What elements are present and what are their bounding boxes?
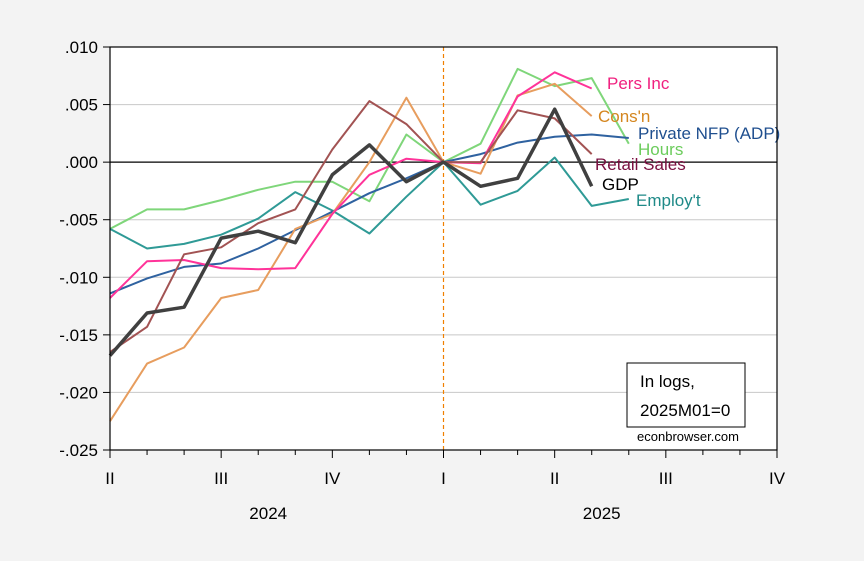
annotation-line-1: In logs, <box>640 372 695 391</box>
x-quarter-label: I <box>441 469 446 488</box>
x-year-label: 2024 <box>249 504 287 523</box>
y-tick-label: -.015 <box>59 326 98 345</box>
series-label: Retail Sales <box>595 155 686 174</box>
x-quarter-label: II <box>105 469 114 488</box>
x-quarter-label: III <box>214 469 228 488</box>
series-line-private-nfp-adp- <box>109 133 629 295</box>
x-quarter-label: IV <box>324 469 341 488</box>
y-tick-label: -.025 <box>59 441 98 460</box>
series-line-gdp <box>108 107 594 357</box>
series-lines <box>108 67 630 422</box>
y-tick-label: .005 <box>65 96 98 115</box>
y-tick-label: -.020 <box>59 383 98 402</box>
series-label: Hours <box>638 140 683 159</box>
x-year-label: 2025 <box>583 504 621 523</box>
plot-frame <box>109 46 778 451</box>
series-label: Pers Inc <box>607 74 670 93</box>
series-label: Private NFP (ADP) <box>638 124 780 143</box>
series-label: Employ't <box>636 191 701 210</box>
x-quarter-label: II <box>550 469 559 488</box>
y-tick-label: .000 <box>65 153 98 172</box>
annotation-box: In logs, 2025M01=0 <box>626 362 746 428</box>
y-tick-label: -.010 <box>59 268 98 287</box>
x-quarter-label: III <box>659 469 673 488</box>
series-label: GDP <box>602 175 639 194</box>
series-line-employ-t <box>109 156 629 250</box>
y-axis: .010 .005 .000 -.005 -.010 -.015 -.020 -.025 <box>59 38 110 460</box>
y-tick-label: -.005 <box>59 211 98 230</box>
watermark: econbrowser.com <box>637 429 739 444</box>
series-labels: Hours Employ't Private NFP (ADP)Cons'n Pers… <box>595 74 780 210</box>
series-label: Cons'n <box>598 107 650 126</box>
y-tick-label: .010 <box>65 38 98 57</box>
annotation-line-2: 2025M01=0 <box>640 401 730 420</box>
series-line-retail-sales <box>109 100 593 353</box>
series-line-pers-inc <box>109 71 593 299</box>
x-quarter-label: IV <box>769 469 786 488</box>
